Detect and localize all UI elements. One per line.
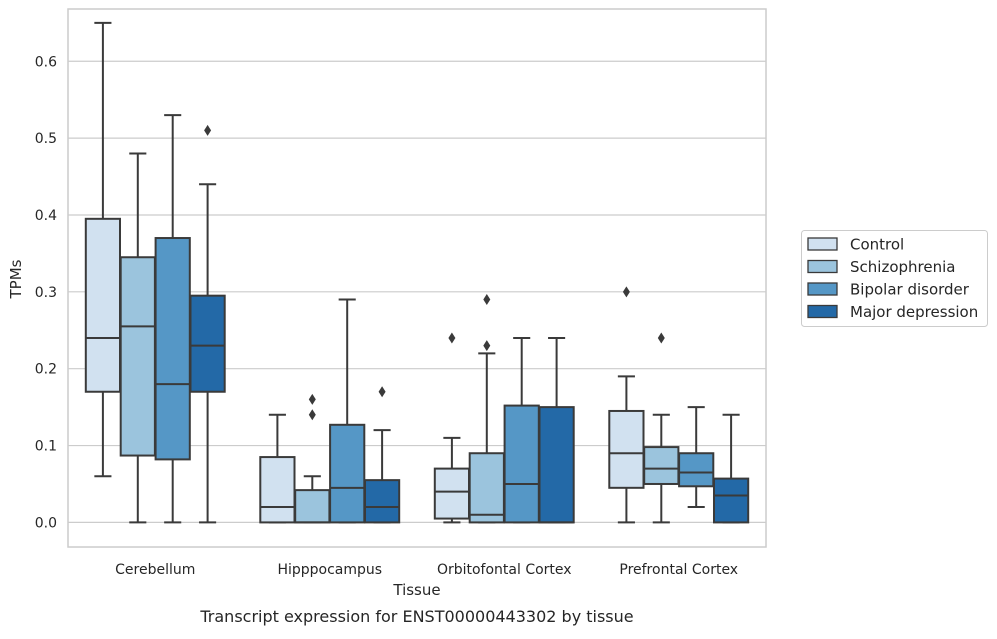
y-tick-label: 0.1 bbox=[35, 439, 57, 455]
outlier-point bbox=[483, 294, 491, 306]
box-body bbox=[363, 479, 401, 524]
x-tick-label: Cerebellum bbox=[115, 562, 195, 578]
box-1-1 bbox=[84, 21, 122, 478]
box-2-1 bbox=[259, 413, 296, 524]
box-3-1 bbox=[433, 332, 471, 524]
plot-frame bbox=[67, 8, 767, 548]
y-tick-label: 0.0 bbox=[35, 515, 57, 531]
box-3-2 bbox=[468, 294, 505, 524]
box-body bbox=[678, 452, 715, 488]
box-body bbox=[712, 477, 750, 524]
y-tick-label: 0.2 bbox=[35, 362, 57, 378]
x-axis-ticks: Cerebellum Hipppocampus Orbitofontal Corte… bbox=[115, 562, 738, 578]
x-tick-label: Orbitofontal Cortex bbox=[437, 562, 572, 578]
box-4-3 bbox=[678, 406, 715, 509]
y-axis-label: TPMs bbox=[7, 259, 25, 299]
box-3-4 bbox=[538, 336, 575, 524]
box-3-3 bbox=[503, 336, 540, 524]
legend-label: Control bbox=[850, 236, 904, 254]
legend: Control Schizophrenia Bipolar disorder Majo… bbox=[801, 230, 988, 327]
outlier-point bbox=[308, 409, 316, 421]
legend-frame bbox=[801, 230, 988, 327]
box-body bbox=[294, 489, 331, 524]
legend-label: Major depression bbox=[850, 303, 978, 321]
box-4-4 bbox=[712, 413, 750, 524]
box-body bbox=[119, 256, 156, 457]
box-body bbox=[154, 237, 191, 461]
box-2-4 bbox=[363, 386, 401, 524]
box-body bbox=[84, 217, 122, 393]
x-axis-label: Tissue bbox=[392, 581, 440, 599]
x-tick-label: Prefrontal Cortex bbox=[619, 562, 738, 578]
box-body bbox=[643, 446, 680, 485]
box-1-3 bbox=[154, 114, 191, 524]
outlier-point bbox=[483, 340, 491, 352]
box-body bbox=[433, 467, 471, 520]
box-body bbox=[468, 452, 505, 524]
outlier-point bbox=[204, 124, 212, 136]
x-tick-label: Hipppocampus bbox=[277, 562, 382, 578]
box-body bbox=[259, 456, 296, 524]
box-plot-marks bbox=[84, 21, 750, 524]
legend-swatch bbox=[807, 304, 838, 319]
legend-swatch bbox=[807, 237, 838, 251]
box-4-1 bbox=[608, 286, 645, 524]
box-body bbox=[608, 409, 645, 489]
box-1-4 bbox=[189, 124, 226, 524]
box-body bbox=[189, 294, 226, 393]
legend-swatch bbox=[807, 259, 838, 274]
box-1-2 bbox=[119, 152, 156, 524]
legend-swatch bbox=[807, 282, 838, 296]
y-axis-ticks: 0.0 0.1 0.2 0.3 0.4 0.5 0.6 bbox=[35, 54, 57, 531]
y-tick-label: 0.6 bbox=[35, 54, 57, 70]
outlier-point bbox=[378, 386, 386, 398]
box-body bbox=[538, 406, 575, 524]
legend-label: Schizophrenia bbox=[850, 258, 955, 276]
box-2-2 bbox=[294, 393, 331, 524]
box-body bbox=[503, 404, 540, 524]
outlier-point bbox=[622, 286, 630, 298]
y-tick-label: 0.3 bbox=[35, 285, 57, 301]
legend-label: Bipolar disorder bbox=[850, 281, 970, 299]
chart-caption: Transcript expression for ENST0000044330… bbox=[199, 607, 633, 626]
y-tick-label: 0.4 bbox=[35, 208, 57, 224]
box-2-3 bbox=[329, 298, 366, 524]
outlier-point bbox=[657, 332, 665, 344]
outlier-point bbox=[308, 393, 316, 405]
y-tick-label: 0.5 bbox=[35, 131, 57, 147]
box-body bbox=[329, 423, 366, 524]
box-4-2 bbox=[643, 332, 680, 524]
outlier-point bbox=[448, 332, 456, 344]
